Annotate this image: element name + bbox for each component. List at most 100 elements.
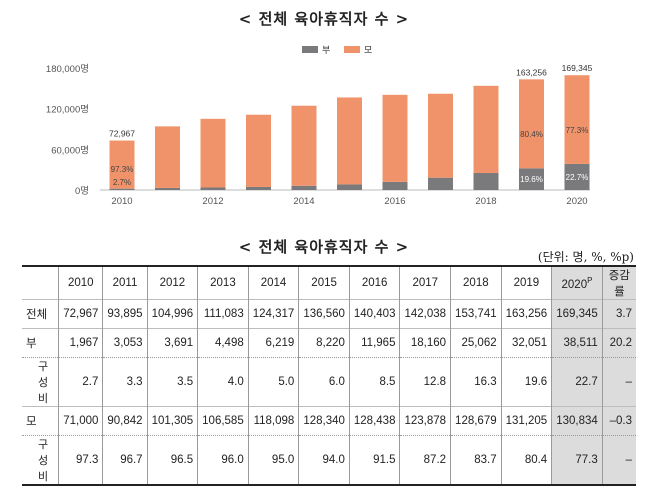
cell: 8.5 <box>348 357 400 407</box>
y-tick-label: 180,000명 <box>46 64 89 75</box>
cell: – <box>601 435 636 486</box>
cell: 77.3 <box>551 435 603 486</box>
bar-father <box>473 173 499 190</box>
cell: 91.5 <box>348 435 400 486</box>
cell: 163,256 <box>500 299 552 329</box>
data-label-total: 163,256 <box>516 67 547 77</box>
cell: 3.5 <box>146 357 198 407</box>
cell: 5.0 <box>247 357 299 407</box>
col-header: 2010 <box>58 265 103 300</box>
x-tick-label: 2010 <box>111 196 132 207</box>
cell: 124,317 <box>247 299 299 329</box>
cell: 97.3 <box>58 435 103 486</box>
chart-title: < 전체 육아휴직자 수 > <box>238 10 410 28</box>
col-header: 2019 <box>500 265 552 300</box>
col-header: 2018 <box>450 265 502 300</box>
cell: 3,691 <box>146 328 198 358</box>
bar-father <box>109 188 135 190</box>
y-tick-label: 120,000명 <box>46 105 89 116</box>
data-label-father-pct: 2.7% <box>113 178 131 187</box>
table-corner <box>22 265 59 300</box>
bar-mother <box>291 105 317 186</box>
table-row-mother: 모 71,000 90,842 101,305 106,585 118,098 128… <box>22 406 636 436</box>
cell: 95.0 <box>247 435 299 486</box>
x-tick-label: 2018 <box>475 196 496 207</box>
cell: 16.3 <box>450 357 502 407</box>
unit-note: (단위: 명, %, %p) <box>537 250 634 264</box>
cell: 130,834 <box>551 406 603 436</box>
cell: 22.7 <box>551 357 603 407</box>
row-label: 부 <box>22 328 59 358</box>
col-header: 2015 <box>298 265 350 300</box>
bar-mother <box>473 85 499 174</box>
cell: 128,340 <box>298 406 350 436</box>
cell: 18,160 <box>399 328 451 358</box>
bar-father <box>337 184 362 190</box>
data-table: 2010 2011 2012 2013 2014 2015 2016 2017 … <box>22 265 636 486</box>
legend-label-mother: 모 <box>364 45 372 55</box>
x-tick-label: 2014 <box>293 196 314 207</box>
data-label-total: 169,345 <box>562 63 593 73</box>
bar-mother <box>428 93 453 178</box>
cell: 8,220 <box>298 328 350 358</box>
cell: 71,000 <box>58 406 103 436</box>
x-tick-label: 2020 <box>566 196 587 207</box>
cell: 101,305 <box>146 406 198 436</box>
bar-father <box>428 177 453 190</box>
bar-mother <box>246 114 271 187</box>
cell: 2.7 <box>58 357 103 407</box>
y-tick-label: 0명 <box>75 186 89 197</box>
table-header-row: 2010 2011 2012 2013 2014 2015 2016 2017 … <box>22 265 636 300</box>
bar-father <box>246 186 271 190</box>
cell: 96.7 <box>102 435 148 486</box>
row-label: 구성비 <box>22 357 59 407</box>
cell: 90,842 <box>102 406 148 436</box>
cell: 131,205 <box>500 406 552 436</box>
data-label-mother-pct: 80.4% <box>520 130 543 139</box>
table-row-total: 전체 72,967 93,895 104,996 111,083 124,317 13… <box>22 299 636 329</box>
cell: 6,219 <box>247 328 299 358</box>
cell: 87.2 <box>399 435 451 486</box>
cell: 32,051 <box>500 328 552 358</box>
cell: 128,679 <box>450 406 502 436</box>
cell: 19.6 <box>500 357 552 407</box>
table-row-mother-share: 구성비 97.3 96.7 96.5 96.0 95.0 94.0 91.5 87.2 … <box>22 435 636 486</box>
cell: 111,083 <box>197 299 249 329</box>
cell: 1,967 <box>58 328 103 358</box>
cell: 72,967 <box>58 299 103 329</box>
cell: –0.3 <box>601 406 636 436</box>
bar-mother <box>519 79 544 169</box>
col-header: 2014 <box>247 265 299 300</box>
x-tick-label: 2012 <box>202 196 223 207</box>
row-label: 구성비 <box>22 435 59 486</box>
bar-mother <box>155 126 180 188</box>
bar-mother <box>382 94 408 182</box>
bar-father <box>382 181 408 190</box>
col-header: 2013 <box>197 265 249 300</box>
table-row-father-share: 구성비 2.7 3.3 3.5 4.0 5.0 6.0 8.5 12.8 16.3 19.… <box>22 357 636 407</box>
col-header: 2017 <box>399 265 451 300</box>
cell: 83.7 <box>450 435 502 486</box>
cell: 169,345 <box>551 299 603 329</box>
cell: 6.0 <box>298 357 350 407</box>
cell: 118,098 <box>247 406 299 436</box>
bar-father <box>200 187 226 190</box>
data-label-mother-pct: 97.3% <box>111 165 134 174</box>
cell: – <box>601 357 636 407</box>
table-row-father: 부 1,967 3,053 3,691 4,498 6,219 8,220 11,96… <box>22 328 636 358</box>
legend-label-father: 부 <box>322 45 330 55</box>
col-header-2020: 2020P <box>551 265 603 300</box>
x-tick-label: 2016 <box>384 196 405 207</box>
bar-father <box>291 185 317 190</box>
cell: 128,438 <box>348 406 400 436</box>
cell: 123,878 <box>399 406 451 436</box>
cell: 3.3 <box>102 357 148 407</box>
bar-father <box>564 163 590 190</box>
col-header-change: 증감률 <box>601 265 636 300</box>
cell: 94.0 <box>298 435 350 486</box>
cell: 140,403 <box>348 299 400 329</box>
cell: 20.2 <box>601 328 636 358</box>
data-label-total: 72,967 <box>109 129 135 139</box>
stacked-bar-chart: 0명 60,000명 120,000명 180,000명 2010 2012 2014 201… <box>46 45 593 207</box>
cell: 38,511 <box>551 328 603 358</box>
